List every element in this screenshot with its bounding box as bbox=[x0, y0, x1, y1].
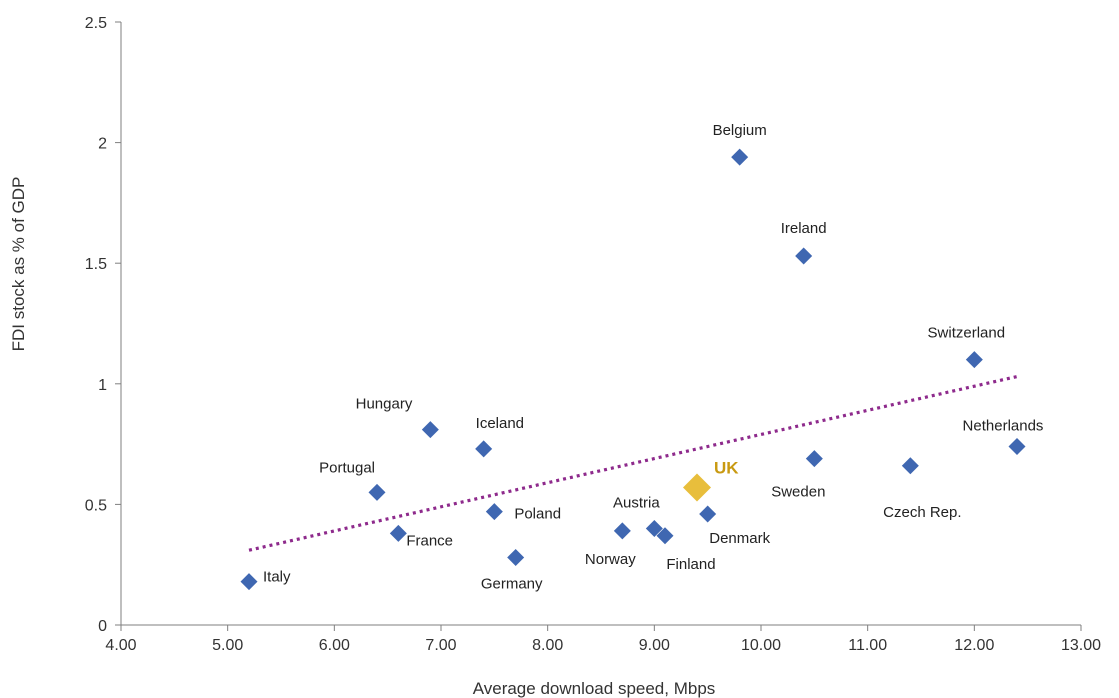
data-point bbox=[795, 247, 813, 265]
data-point bbox=[965, 351, 983, 369]
data-point bbox=[731, 148, 749, 166]
data-point bbox=[1008, 438, 1026, 456]
point-labels-group: Italy Portugal France Hungary Iceland Poland G… bbox=[263, 122, 1043, 592]
data-point bbox=[656, 527, 674, 545]
x-tick-label: 9.00 bbox=[639, 637, 670, 654]
trendline-group bbox=[248, 375, 1018, 552]
x-tick-label: 11.00 bbox=[848, 637, 887, 654]
points-group bbox=[240, 148, 1026, 591]
highlight-label: UK bbox=[714, 459, 739, 478]
point-label: Switzerland bbox=[928, 325, 1006, 342]
data-point bbox=[699, 505, 717, 523]
point-label: Belgium bbox=[713, 122, 767, 139]
x-tick-label: 5.00 bbox=[212, 637, 243, 654]
data-point bbox=[645, 520, 663, 538]
data-point bbox=[368, 483, 386, 501]
point-label: Netherlands bbox=[963, 418, 1044, 435]
data-point bbox=[901, 457, 919, 475]
point-label: Austria bbox=[613, 495, 660, 512]
x-tick-label: 4.00 bbox=[105, 637, 136, 654]
x-tick-label: 13.00 bbox=[1061, 637, 1101, 654]
y-tick-label: 0.5 bbox=[85, 497, 107, 514]
y-tick-label: 0 bbox=[98, 618, 107, 635]
y-tick-label: 2 bbox=[98, 136, 107, 153]
x-tick-label: 12.00 bbox=[954, 637, 994, 654]
data-point bbox=[507, 548, 525, 566]
y-tick-label: 1.5 bbox=[85, 256, 107, 273]
y-axis-title: FDI stock as % of GDP bbox=[9, 177, 28, 352]
point-label: Portugal bbox=[319, 459, 375, 476]
y-tick-label: 1 bbox=[98, 377, 107, 394]
point-label: France bbox=[406, 532, 453, 549]
point-label: Finland bbox=[666, 556, 715, 573]
data-point bbox=[475, 440, 493, 458]
point-label: Czech Rep. bbox=[883, 504, 961, 521]
x-tick-label: 7.00 bbox=[425, 637, 456, 654]
x-tick-label: 8.00 bbox=[532, 637, 563, 654]
point-label: Poland bbox=[514, 506, 561, 523]
point-label: Sweden bbox=[771, 484, 825, 501]
data-point bbox=[485, 503, 503, 521]
axes: 4.00 5.00 6.00 7.00 8.00 9.00 10.00 11.00 12.00 1… bbox=[85, 15, 1101, 654]
highlight-point bbox=[683, 473, 711, 502]
data-point bbox=[389, 524, 407, 542]
x-axis-title: Average download speed, Mbps bbox=[473, 679, 716, 698]
data-point bbox=[613, 522, 631, 540]
point-label: Italy bbox=[263, 569, 291, 586]
trendline bbox=[248, 375, 1018, 552]
data-point bbox=[805, 450, 823, 468]
point-label: Germany bbox=[481, 575, 543, 592]
point-label: Hungary bbox=[356, 396, 413, 413]
data-point bbox=[421, 421, 439, 439]
x-tick-label: 6.00 bbox=[319, 637, 350, 654]
point-label: Norway bbox=[585, 551, 636, 568]
data-point bbox=[240, 573, 258, 591]
point-label: Iceland bbox=[476, 415, 524, 432]
point-label: Ireland bbox=[781, 220, 827, 237]
y-tick-label: 2.5 bbox=[85, 15, 107, 32]
point-label: Denmark bbox=[709, 530, 770, 547]
x-tick-label: 10.00 bbox=[741, 637, 781, 654]
